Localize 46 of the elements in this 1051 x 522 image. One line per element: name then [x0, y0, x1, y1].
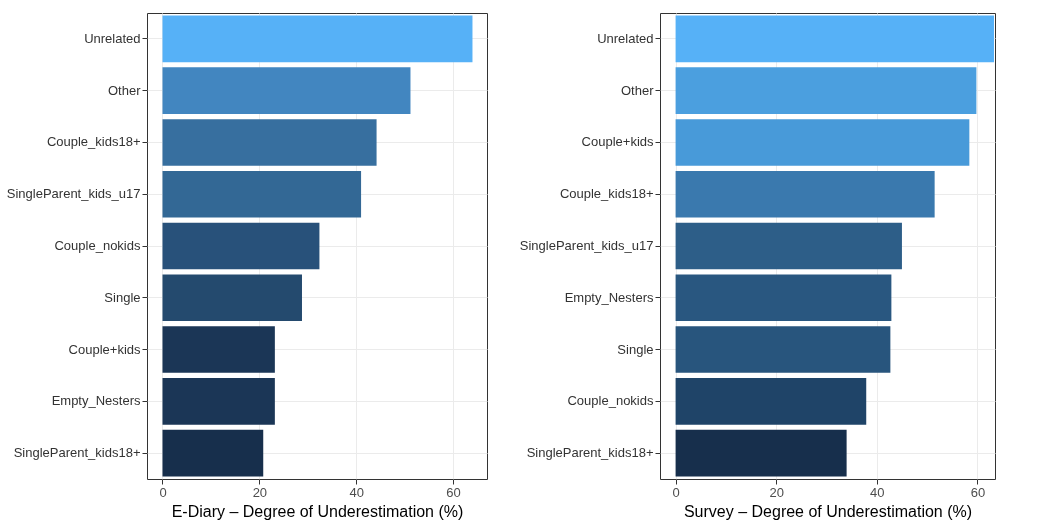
bar [162, 15, 473, 63]
y-tick-label: Couple_kids18+ [559, 186, 654, 202]
y-tick-label: Couple_nokids [54, 238, 141, 253]
bar [675, 15, 994, 63]
y-tick-label: Unrelated [597, 30, 654, 46]
y-tick-label: SingleParent_kids_u17 [6, 186, 141, 202]
bar [162, 326, 275, 373]
bar [675, 378, 867, 425]
y-tick-label: Empty_Nesters [51, 393, 141, 409]
y-tick-label: Empty_Nesters [564, 289, 654, 305]
bar [162, 119, 377, 166]
bar [675, 429, 847, 477]
y-tick-label: Single [617, 341, 654, 357]
bar [675, 67, 977, 114]
y-tick-label: SingleParent_kids18+ [13, 445, 141, 461]
y-tick-label: Other [620, 82, 655, 98]
bar [675, 119, 970, 166]
x-tick-label: 0 [159, 484, 167, 500]
bar [162, 378, 275, 425]
y-tick-label: Single [104, 289, 141, 305]
x-axis-title: Survey – Degree of Underestimation (%) [683, 502, 973, 520]
bar [675, 222, 902, 270]
bar [162, 67, 411, 114]
x-tick-label: 0 [672, 484, 680, 500]
x-tick-label: 40 [870, 484, 885, 500]
y-tick-label: Unrelated [84, 30, 141, 46]
bar [675, 326, 891, 373]
bar [162, 222, 320, 270]
y-tick-label: SingleParent_kids_u17 [519, 238, 654, 253]
bar [162, 274, 302, 322]
bar [162, 429, 264, 477]
x-axis-title: E-Diary – Degree of Underestimation (%) [171, 502, 464, 520]
x-tick-label: 40 [349, 484, 364, 500]
bar [675, 274, 892, 322]
y-tick-label: Couple_nokids [567, 393, 654, 409]
y-tick-label: Couple+kids [581, 134, 654, 150]
y-tick-label: Couple_kids18+ [46, 134, 141, 150]
bar [162, 170, 362, 218]
x-tick-label: 60 [446, 484, 461, 500]
x-tick-label: 60 [970, 484, 986, 500]
x-tick-label: 20 [252, 484, 268, 500]
bar [675, 170, 935, 218]
y-tick-label: SingleParent_kids18+ [526, 445, 654, 461]
x-tick-label: 20 [769, 484, 784, 500]
y-tick-label: Other [107, 82, 142, 98]
y-tick-label: Couple+kids [68, 341, 141, 357]
